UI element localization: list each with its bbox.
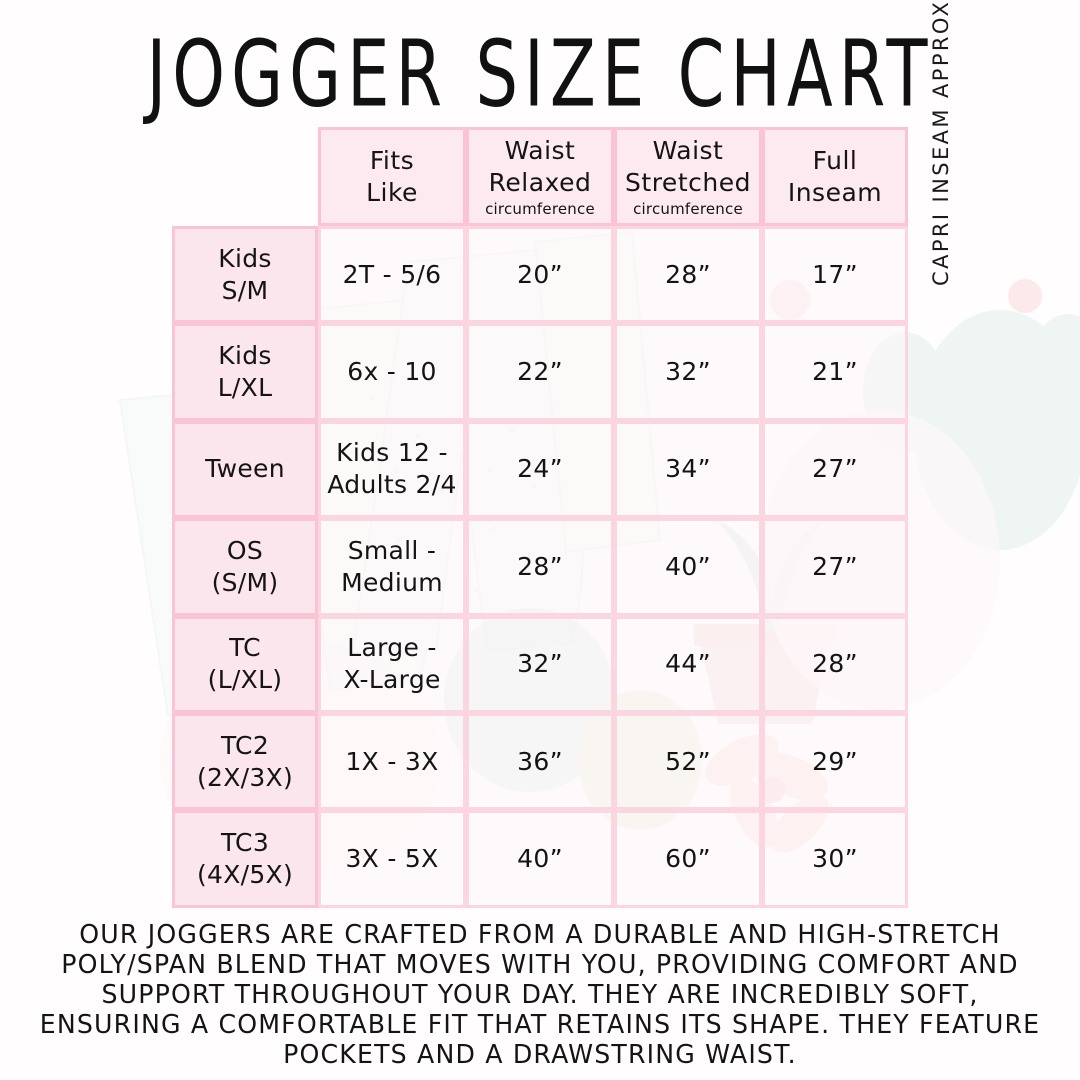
column-header-fits-like-line1: Fits [369,145,415,175]
cell-full-inseam: 28” [762,615,908,713]
row-label-line2: S/M [221,275,269,305]
column-header-waist-stretched-line2: Stretched [625,167,751,197]
column-header-fits-like-line2: Like [366,177,418,207]
table-row: TC3 (4X/5X) 3X - 5X 40” 60” 30” [172,810,908,908]
footer-line-1: OUR JOGGERS ARE CRAFTED FROM A DURABLE A… [79,920,1001,950]
row-label-line2: (S/M) [211,567,279,597]
cell-waist-stretched: 32” [614,323,762,421]
cell-waist-stretched: 60” [614,810,762,908]
cell-fits-like-line1: 6x - 10 [347,357,437,387]
column-header-full-inseam-line1: Full [812,145,858,175]
cell-waist-stretched: 40” [614,518,762,616]
row-label-tween: Tween [172,420,318,519]
row-label-os-sm: OS (S/M) [172,518,318,616]
cell-waist-relaxed: 40” [466,810,614,908]
table-row: OS (S/M) Small - Medium 28” 40” 27” [172,518,908,616]
cell-waist-relaxed: 36” [466,712,614,811]
column-header-full-inseam: Full Inseam [762,127,908,226]
cell-waist-relaxed: 20” [466,226,614,324]
cell-waist-relaxed: 24” [466,420,614,519]
footer-line-2: POLY/SPAN BLEND THAT MOVES WITH YOU, PRO… [61,950,1019,980]
row-label-line1: OS [226,535,264,565]
cell-fits-like-line1: Large - [347,633,437,663]
cell-fits-like-line1: Kids 12 - [336,438,448,468]
column-header-waist-relaxed-line1: Waist [504,135,576,165]
cell-waist-relaxed: 22” [466,323,614,421]
table-row: Kids S/M 2T - 5/6 20” 28” 17” [172,226,908,324]
cell-fits-like: 3X - 5X [318,810,466,908]
row-label-line1: Kids [218,341,272,371]
cell-full-inseam: 27” [762,420,908,519]
column-header-full-inseam-line2: Inseam [787,177,883,207]
cell-waist-stretched: 52” [614,712,762,811]
row-label-line1: TC2 [220,730,270,760]
table-row: TC (L/XL) Large - X-Large 32” 44” 28” [172,615,908,713]
cell-fits-like-line1: Small - [347,535,437,565]
cell-full-inseam: 27” [762,518,908,616]
row-label-line2: (L/XL) [207,665,283,695]
column-header-waist-relaxed-subtitle: circumference [485,199,595,218]
row-label-line2: L/XL [217,373,273,403]
fabric-description-footer: OUR JOGGERS ARE CRAFTED FROM A DURABLE A… [0,920,1080,1070]
row-label-kids-lxl: Kids L/XL [172,323,318,421]
cell-waist-relaxed: 32” [466,615,614,713]
cell-full-inseam: 21” [762,323,908,421]
cell-fits-like: 2T - 5/6 [318,226,466,324]
column-header-waist-stretched: Waist Stretched circumference [614,127,762,226]
row-label-line1: TC [229,633,261,663]
cell-fits-like: Small - Medium [318,518,466,616]
row-label-tc2-2x3x: TC2 (2X/3X) [172,712,318,811]
cell-waist-relaxed: 28” [466,518,614,616]
table-row: Kids L/XL 6x - 10 22” 32” 21” [172,323,908,421]
cell-full-inseam: 30” [762,810,908,908]
column-header-fits-like: Fits Like [318,127,466,226]
row-label-line2: (4X/5X) [196,860,294,890]
column-header-waist-relaxed: Waist Relaxed circumference [466,127,614,226]
cell-fits-like-line2: Adults 2/4 [327,470,457,500]
column-header-waist-stretched-subtitle: circumference [633,199,743,218]
row-label-line1: Kids [218,243,272,273]
row-label-kids-sm: Kids S/M [172,226,318,324]
page-title: JOGGER SIZE CHART [146,21,934,128]
cell-fits-like-line2: X-Large [343,665,441,695]
row-label-line1: Tween [205,454,285,484]
cell-waist-stretched: 34” [614,420,762,519]
cell-fits-like-line2: Medium [341,567,443,597]
column-header-waist-stretched-line1: Waist [652,135,724,165]
row-label-line2: (2X/3X) [196,762,294,792]
row-label-line1: TC3 [220,828,270,858]
table-corner-blank [172,127,318,226]
cell-waist-stretched: 28” [614,226,762,324]
cell-full-inseam: 29” [762,712,908,811]
table-row: Tween Kids 12 - Adults 2/4 24” 34” 27” [172,420,908,519]
cell-fits-like-line1: 2T - 5/6 [342,259,442,289]
footer-line-5: POCKETS AND A DRAWSTRING WAIST. [283,1040,797,1070]
cell-fits-like-line1: 1X - 3X [345,746,439,776]
footer-line-4: ENSURING A COMFORTABLE FIT THAT RETAINS … [39,1010,1041,1040]
column-header-waist-relaxed-line2: Relaxed [488,167,592,197]
row-label-tc-lxl: TC (L/XL) [172,615,318,713]
capri-inseam-note: CAPRI INSEAM APPROX 8 INCHES SHORTER [929,0,953,286]
cell-fits-like-line1: 3X - 5X [345,844,439,874]
table-row: TC2 (2X/3X) 1X - 3X 36” 52” 29” [172,712,908,811]
cell-fits-like: Kids 12 - Adults 2/4 [318,420,466,519]
table-header-row: Fits Like Waist Relaxed circumference Wa… [172,127,908,226]
cell-full-inseam: 17” [762,226,908,324]
cell-waist-stretched: 44” [614,615,762,713]
size-chart-table: Fits Like Waist Relaxed circumference Wa… [172,127,908,908]
cell-fits-like: 6x - 10 [318,323,466,421]
cell-fits-like: Large - X-Large [318,615,466,713]
row-label-tc3-4x5x: TC3 (4X/5X) [172,810,318,908]
footer-line-3: SUPPORT THROUGHOUT YOUR DAY. THEY ARE IN… [101,980,979,1010]
cell-fits-like: 1X - 3X [318,712,466,811]
